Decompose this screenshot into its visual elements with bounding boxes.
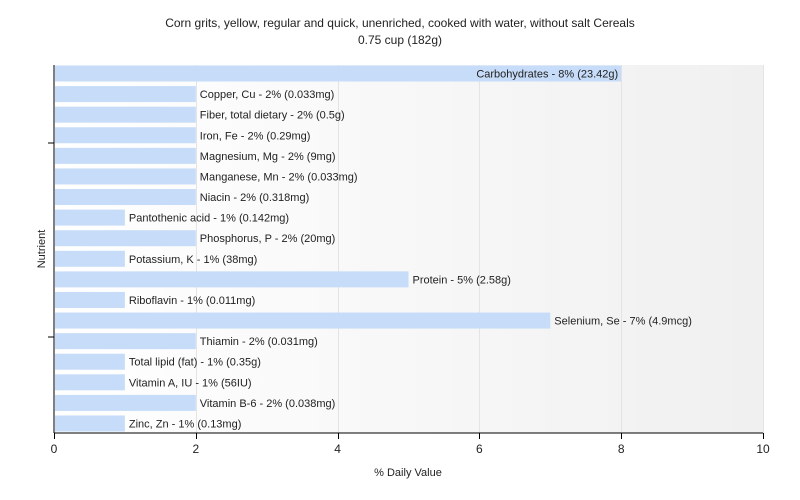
bar [55,394,196,411]
x-axis-ticks: 0 2 4 6 8 10 [51,433,770,456]
x-axis-title: % Daily Value [374,467,442,479]
bar [55,271,409,288]
grid-lines [196,65,764,433]
x-tick-label: 6 [476,442,483,456]
bar-label: Copper, Cu - 2% (0.033mg) [200,89,335,101]
bar-label: Iron, Fe - 2% (0.29mg) [200,130,311,142]
bar [55,106,196,123]
bar [55,374,125,391]
x-tick-label: 8 [618,442,625,456]
x-tick-label: 2 [192,442,199,456]
x-tick-label: 0 [51,442,58,456]
bar-label: Protein - 5% (2.58g) [413,274,511,286]
bar-label: Manganese, Mn - 2% (0.033mg) [200,171,358,183]
bar [55,415,125,432]
bar-label: Phosphorus, P - 2% (20mg) [200,233,336,245]
bar-label: Fiber, total dietary - 2% (0.5g) [200,110,345,122]
bar [55,86,196,103]
x-tick-label: 4 [334,442,341,456]
bar [55,127,196,144]
bar [55,312,551,329]
bar-label: Potassium, K - 1% (38mg) [129,254,257,266]
chart-title: Corn grits, yellow, regular and quick, u… [165,16,635,30]
bar-label: Vitamin B-6 - 2% (0.038mg) [200,398,336,410]
x-tick-label: 10 [756,442,770,456]
bar [55,189,196,206]
bar [55,230,196,247]
bar [55,291,125,308]
bar-label: Thiamin - 2% (0.031mg) [200,336,318,348]
bar-label: Pantothenic acid - 1% (0.142mg) [129,213,289,225]
bar-label: Magnesium, Mg - 2% (9mg) [200,151,336,163]
bar-label: Niacin - 2% (0.318mg) [200,192,309,204]
bar-label: Zinc, Zn - 1% (0.13mg) [129,419,241,431]
bar [55,209,125,226]
bar [55,147,196,164]
bars: Carbohydrates - 8% (23.42g) Copper, Cu - … [55,65,692,432]
bar-label: Riboflavin - 1% (0.011mg) [129,295,255,307]
bar [55,65,622,82]
bar [55,353,125,370]
bar-label: Total lipid (fat) - 1% (0.35g) [129,357,261,369]
axes [48,65,763,434]
bar-label: Selenium, Se - 7% (4.9mcg) [554,316,692,328]
bar-label: Carbohydrates - 8% (23.42g) [476,69,618,81]
bar [55,333,196,350]
bar [55,250,125,267]
bar [55,168,196,185]
y-axis-title: Nutrient [36,230,48,269]
plot-background [54,65,763,433]
bar-label: Vitamin A, IU - 1% (56IU) [129,377,252,389]
chart-subtitle: 0.75 cup (182g) [358,33,442,47]
